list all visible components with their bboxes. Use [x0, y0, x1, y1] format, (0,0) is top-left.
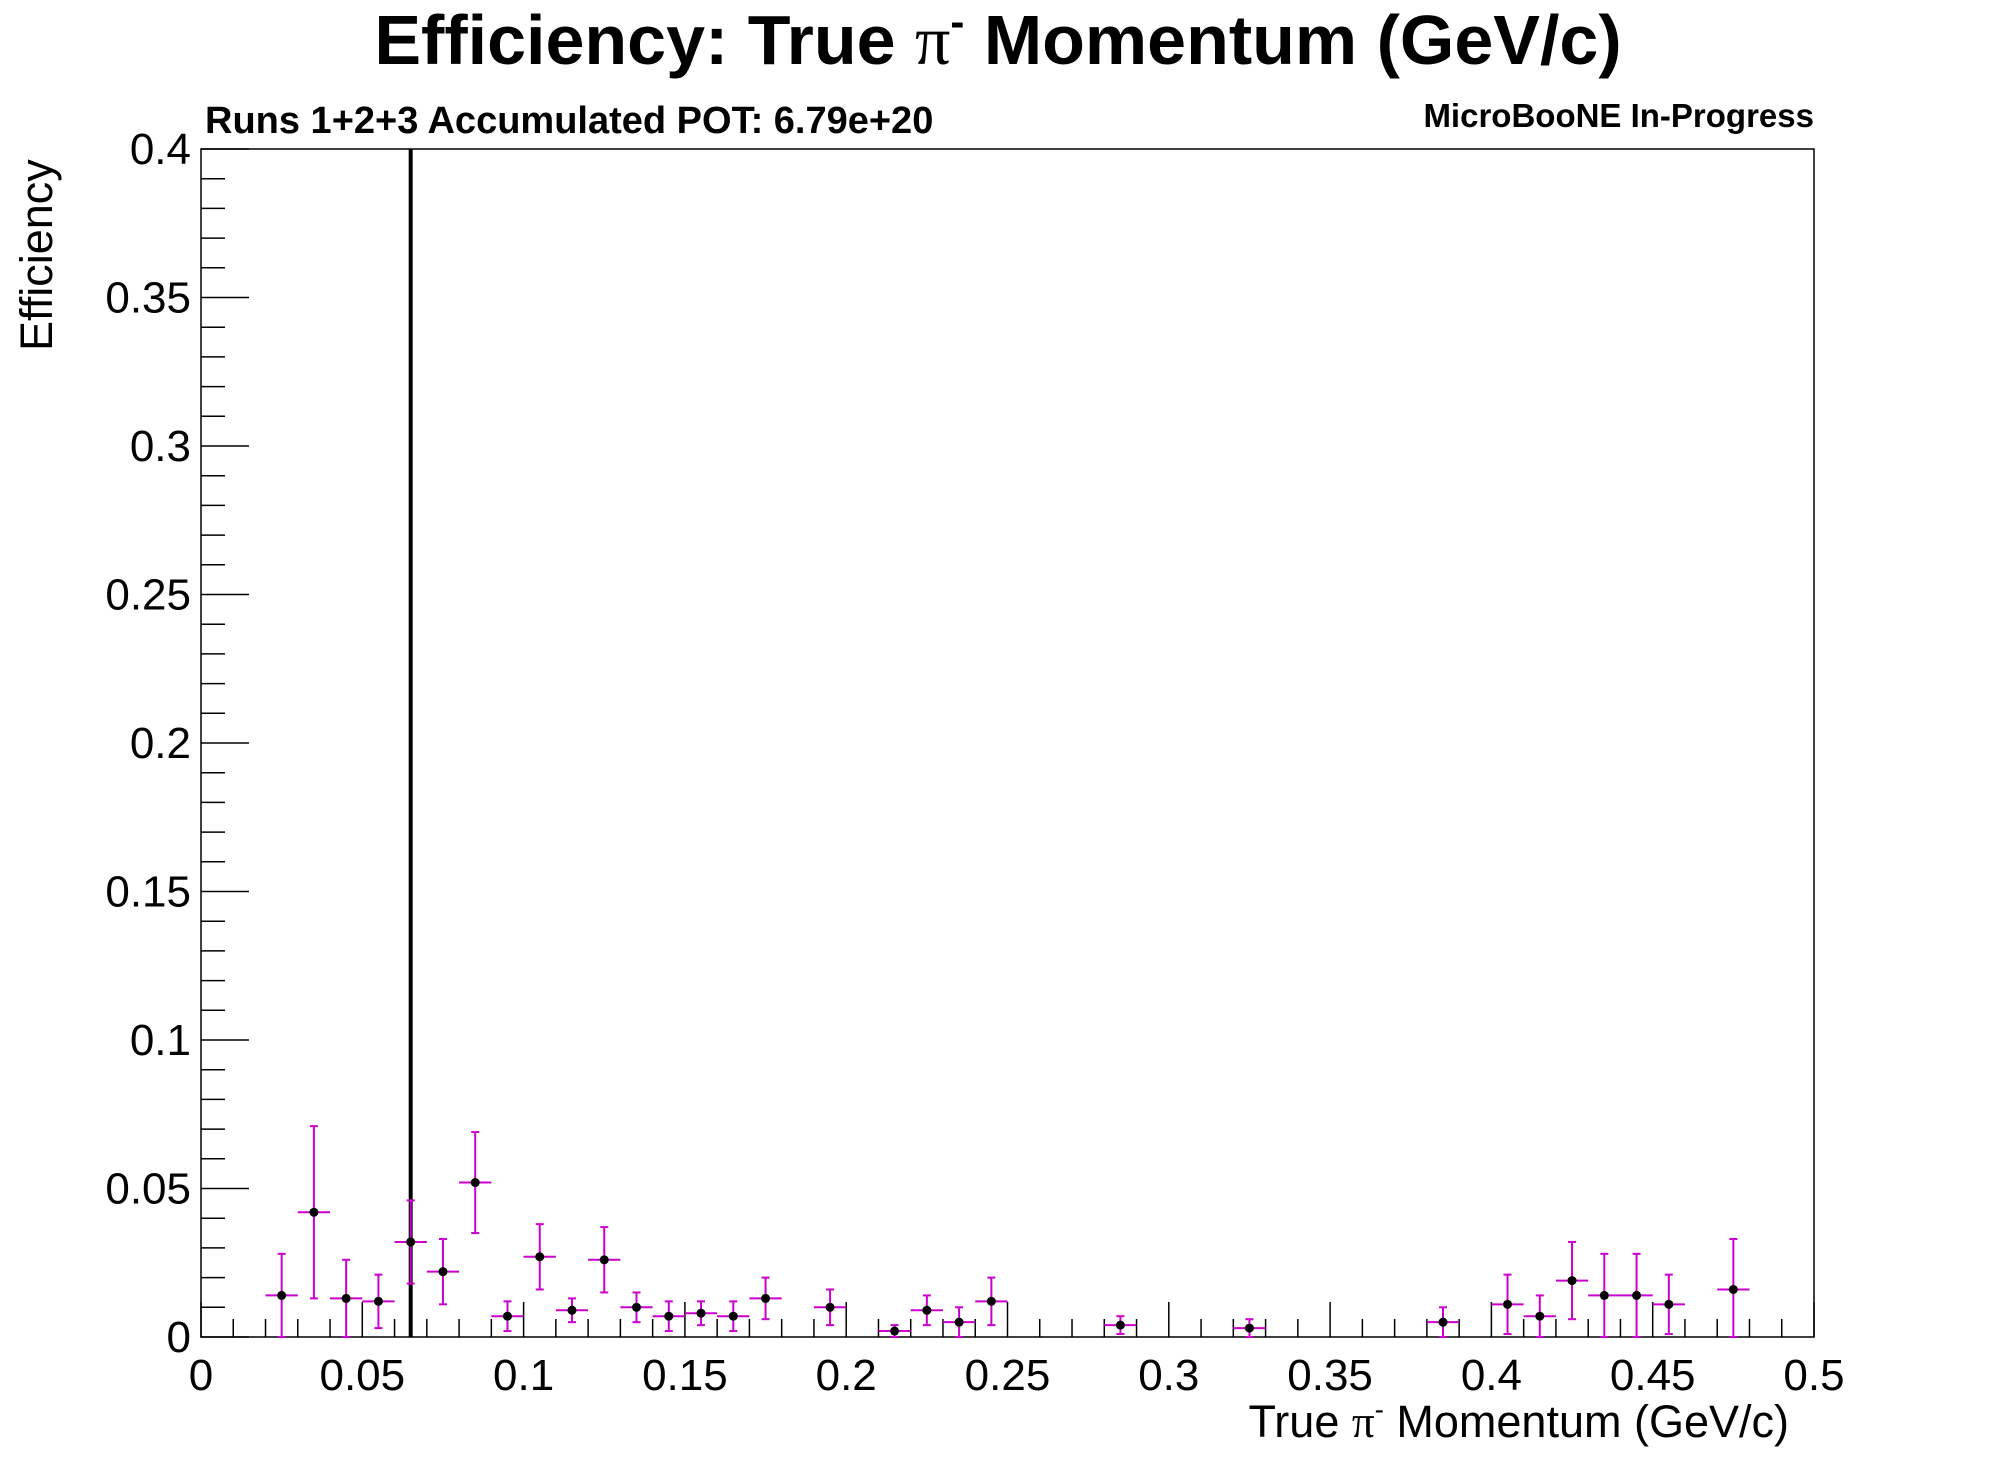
y-tick-label: 0.1: [130, 1016, 191, 1065]
x-tick-label: 0.05: [319, 1351, 405, 1400]
data-point: [1728, 1284, 1738, 1294]
data-point: [1632, 1290, 1642, 1300]
x-tick-label: 0.35: [1287, 1351, 1373, 1400]
y-tick-label: 0.05: [105, 1165, 191, 1214]
data-point: [728, 1311, 738, 1321]
x-tick-label: 0.1: [493, 1351, 554, 1400]
x-tick-label: 0.45: [1610, 1351, 1696, 1400]
data-point: [890, 1326, 900, 1336]
x-axis-title: True π- Momentum (GeV/c): [1248, 1394, 1789, 1447]
x-tick-label: 0.5: [1783, 1351, 1844, 1400]
y-tick-label: 0.4: [130, 125, 191, 174]
x-axis-tick-labels: 0 0.05 0.1 0.15 0.2 0.25 0.3 0.35 0.4 0.45 0.5: [189, 1351, 1845, 1400]
data-point: [277, 1290, 287, 1300]
y-axis-tick-labels: 0 0.05 0.1 0.15 0.2 0.25 0.3 0.35 0.4: [105, 125, 191, 1362]
x-tick-label: 0.3: [1138, 1351, 1199, 1400]
data-point: [761, 1293, 771, 1303]
data-point: [664, 1311, 674, 1321]
data-point: [696, 1308, 706, 1318]
data-point: [1438, 1317, 1448, 1327]
y-tick-label: 0.2: [130, 719, 191, 768]
data-point: [406, 1237, 416, 1247]
data-point: [1244, 1323, 1254, 1333]
y-axis-ticks: [201, 148, 249, 1338]
x-tick-label: 0.15: [642, 1351, 728, 1400]
data-point: [470, 1178, 480, 1188]
data-point: [341, 1293, 351, 1303]
y-tick-label: 0: [167, 1313, 191, 1362]
x-axis-ticks: [200, 1302, 1815, 1337]
y-tick-label: 0.35: [105, 274, 191, 323]
data-point: [986, 1296, 996, 1306]
data-point: [309, 1207, 319, 1217]
y-tick-label: 0.25: [105, 571, 191, 620]
data-point: [632, 1302, 642, 1312]
data-point: [535, 1252, 545, 1262]
data-point: [438, 1267, 448, 1277]
data-markers: [277, 1178, 1738, 1336]
data-point: [1115, 1320, 1125, 1330]
x-tick-label: 0: [189, 1351, 213, 1400]
data-point: [1599, 1290, 1609, 1300]
experiment-label: MicroBooNE In-Progress: [1423, 97, 1814, 134]
y-axis-title: Efficiency: [11, 159, 62, 351]
data-point: [567, 1305, 577, 1315]
x-tick-label: 0.2: [816, 1351, 877, 1400]
data-point: [373, 1296, 383, 1306]
data-point: [922, 1305, 932, 1315]
data-point: [599, 1255, 609, 1265]
chart-title: Efficiency: True π- Momentum (GeV/c): [374, 0, 1621, 80]
data-point: [1567, 1276, 1577, 1286]
data-point: [502, 1311, 512, 1321]
y-tick-label: 0.15: [105, 868, 191, 917]
data-point: [1503, 1299, 1513, 1309]
data-point: [1535, 1311, 1545, 1321]
data-point: [825, 1302, 835, 1312]
y-tick-label: 0.3: [130, 422, 191, 471]
x-tick-label: 0.25: [965, 1351, 1051, 1400]
x-tick-label: 0.4: [1461, 1351, 1522, 1400]
run-pot-label: Runs 1+2+3 Accumulated POT: 6.79e+20: [205, 100, 933, 142]
data-point: [954, 1317, 964, 1327]
data-point: [1664, 1299, 1674, 1309]
